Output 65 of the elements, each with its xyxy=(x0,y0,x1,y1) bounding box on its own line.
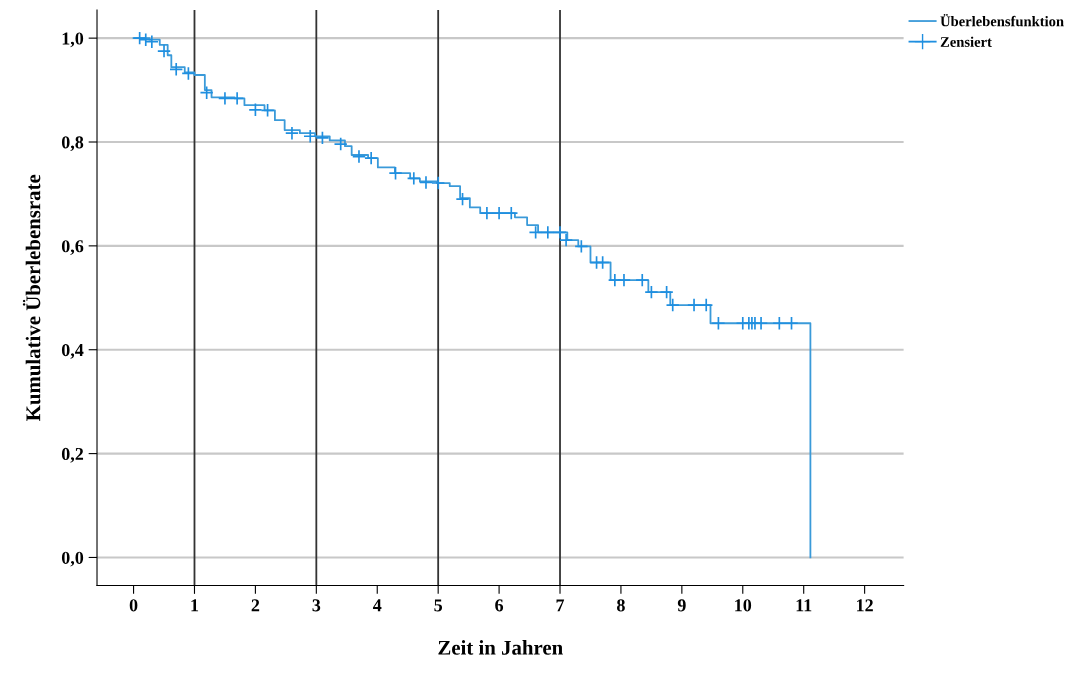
x-tick-label: 9 xyxy=(677,599,686,612)
point xyxy=(616,273,632,288)
y-tick-label: 0,8 xyxy=(61,136,84,152)
x-tick-label: 12 xyxy=(857,599,873,612)
x-axis-title: Zeit in Jahren xyxy=(438,640,563,655)
x-tick-label: 10 xyxy=(735,599,752,612)
point xyxy=(364,151,379,166)
y-tick-label: 0,6 xyxy=(61,240,84,255)
point xyxy=(260,103,275,118)
point xyxy=(284,126,300,141)
point xyxy=(217,91,232,106)
x-tick-label: 3 xyxy=(312,599,321,612)
y-tick-label: 0,2 xyxy=(61,447,84,463)
point xyxy=(230,91,245,106)
y-tick-label: 0,4 xyxy=(61,343,84,359)
point xyxy=(455,192,470,207)
x-tick-label: 8 xyxy=(617,599,625,612)
point xyxy=(431,175,446,191)
x-tick-label: 7 xyxy=(556,599,565,612)
x-tick-label: 2 xyxy=(251,599,260,612)
point xyxy=(699,298,714,313)
point xyxy=(132,31,147,46)
x-tick-label: 0 xyxy=(129,599,138,612)
y-tick-label: 1,0 xyxy=(62,32,84,48)
point xyxy=(552,225,568,240)
point xyxy=(595,255,610,270)
point xyxy=(351,149,367,164)
point xyxy=(388,166,403,181)
point xyxy=(784,316,799,331)
point xyxy=(754,316,769,331)
legend-label: Zensiert xyxy=(940,36,992,47)
point xyxy=(144,34,159,49)
legend-label: Überlebensfunktion xyxy=(940,14,1064,27)
x-tick-label: 1 xyxy=(191,599,199,612)
x-tick-label: 5 xyxy=(434,599,443,612)
point xyxy=(686,298,702,313)
x-tick-label: 4 xyxy=(372,599,382,612)
point xyxy=(315,130,330,145)
point xyxy=(248,102,263,117)
point xyxy=(303,129,318,144)
point xyxy=(711,316,726,331)
point xyxy=(156,44,172,59)
point xyxy=(479,206,494,221)
point xyxy=(559,233,574,248)
point xyxy=(528,225,543,240)
point xyxy=(644,285,659,300)
point xyxy=(659,285,674,300)
point xyxy=(406,171,421,186)
x-tick-label: 6 xyxy=(495,599,504,612)
y-axis-title: Kumulative Überlebensrate xyxy=(22,174,41,421)
point xyxy=(772,316,787,331)
point xyxy=(574,239,589,254)
point xyxy=(492,206,507,221)
point xyxy=(540,225,555,240)
point xyxy=(181,66,196,81)
point xyxy=(169,62,184,77)
point xyxy=(138,32,153,47)
point xyxy=(635,273,650,288)
point xyxy=(333,137,348,152)
point xyxy=(418,175,434,190)
x-tick-label: 11 xyxy=(796,599,812,612)
y-tick-label: 0,0 xyxy=(61,551,84,567)
point xyxy=(199,85,214,100)
point xyxy=(665,298,680,313)
point xyxy=(504,206,519,221)
